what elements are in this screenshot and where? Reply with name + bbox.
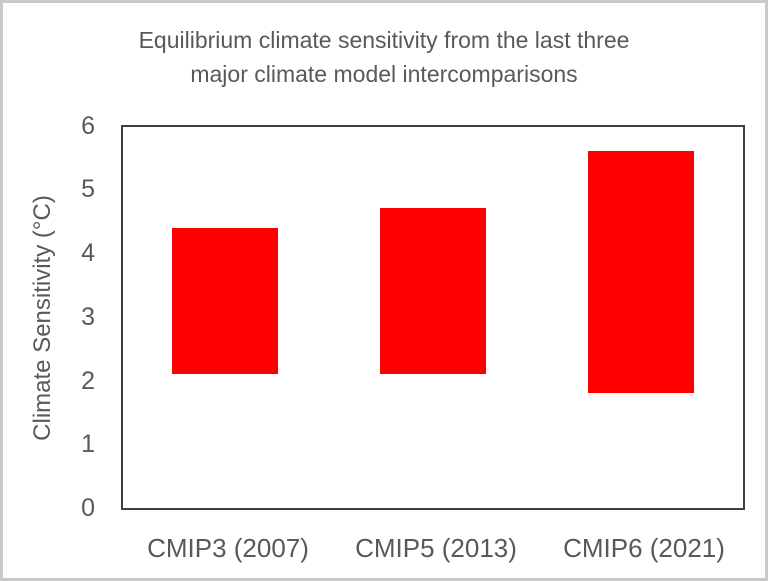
y-tick-label-1: 1	[81, 430, 95, 459]
bar-cmip6	[588, 151, 694, 394]
y-tick-label-3: 3	[81, 302, 95, 331]
x-label-cmip3: CMIP3 (2007)	[147, 533, 309, 563]
y-tick-label-6: 6	[81, 111, 95, 140]
bar-cmip3	[172, 227, 278, 375]
y-tick-label-0: 0	[81, 494, 95, 522]
x-label-cmip5: CMIP5 (2013)	[355, 533, 517, 563]
y-tick-label-5: 5	[81, 175, 95, 204]
y-tick-label-4: 4	[81, 239, 95, 267]
bar-cmip5	[380, 208, 486, 375]
y-tick-label-2: 2	[81, 366, 95, 395]
x-label-cmip6: CMIP6 (2021)	[563, 533, 725, 563]
chart-title-line-1: Equilibrium climate sensitivity from the…	[138, 27, 630, 53]
chart-title-line-2: major climate model intercomparisons	[190, 61, 578, 87]
chart-title: Equilibrium climate sensitivity from the…	[3, 23, 765, 91]
